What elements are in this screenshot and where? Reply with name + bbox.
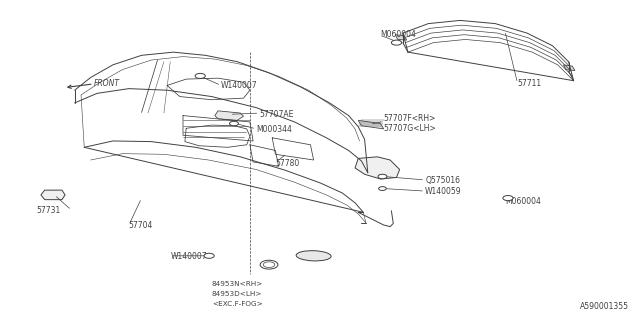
Text: <EXC.F-FOG>: <EXC.F-FOG> — [212, 301, 262, 307]
Circle shape — [195, 73, 205, 78]
Circle shape — [204, 253, 214, 258]
Text: 57707F<RH>: 57707F<RH> — [384, 114, 436, 123]
Polygon shape — [563, 65, 575, 70]
Text: M000344: M000344 — [256, 125, 292, 134]
Text: 57707G<LH>: 57707G<LH> — [384, 124, 436, 133]
Text: M060004: M060004 — [505, 197, 541, 206]
Polygon shape — [41, 190, 65, 200]
Text: 84953D<LH>: 84953D<LH> — [212, 291, 262, 297]
Circle shape — [260, 260, 278, 269]
Text: FRONT: FRONT — [94, 79, 120, 88]
Text: 57780: 57780 — [275, 159, 300, 168]
Circle shape — [379, 187, 387, 190]
Text: Q575016: Q575016 — [425, 176, 460, 185]
Circle shape — [503, 196, 513, 201]
Text: W140007: W140007 — [221, 81, 258, 90]
Polygon shape — [358, 120, 384, 129]
Circle shape — [263, 262, 275, 268]
Circle shape — [378, 174, 387, 179]
Text: 84953N<RH>: 84953N<RH> — [211, 281, 263, 287]
Text: A590001355: A590001355 — [580, 302, 629, 311]
Circle shape — [230, 121, 239, 126]
Ellipse shape — [296, 251, 331, 261]
Text: 57704: 57704 — [129, 220, 153, 229]
Text: M060004: M060004 — [381, 30, 417, 39]
Circle shape — [392, 40, 401, 45]
Polygon shape — [355, 157, 399, 179]
Text: W140007: W140007 — [170, 252, 207, 261]
Text: 57707AE: 57707AE — [259, 109, 294, 118]
Text: W140059: W140059 — [425, 187, 462, 196]
Polygon shape — [215, 111, 244, 120]
Polygon shape — [395, 35, 406, 40]
Text: 57711: 57711 — [518, 79, 541, 88]
Text: 57731: 57731 — [36, 206, 61, 215]
